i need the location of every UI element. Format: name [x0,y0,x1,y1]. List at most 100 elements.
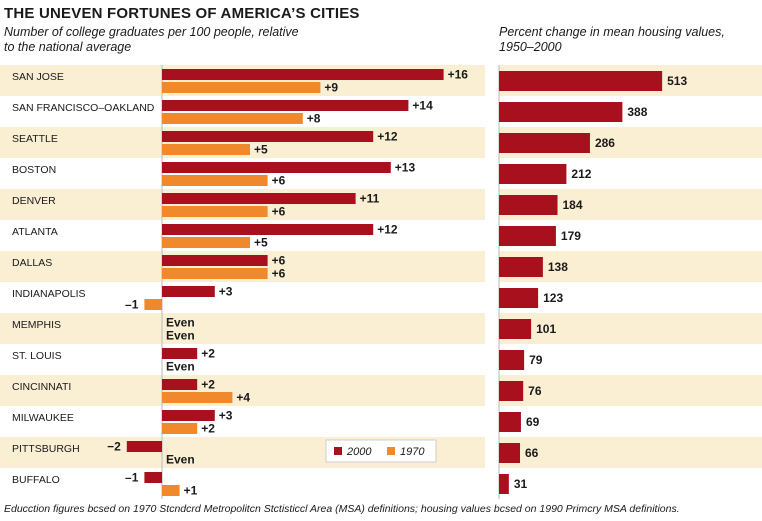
housing-bar [499,164,567,184]
label-1970: Even [166,329,195,343]
bar-1970 [162,175,268,186]
housing-bar [499,257,543,277]
bar-2000 [162,286,215,297]
label-1970: +2 [201,422,215,436]
row-band-right [499,313,762,344]
legend-label-1970: 1970 [400,446,425,458]
bar-2000 [162,131,374,142]
category-label: CINCINNATI [12,381,71,393]
label-1970: +6 [272,205,286,219]
housing-value-label: 101 [536,322,556,336]
label-1970: +1 [184,484,198,498]
row-band-right [499,375,762,406]
bar-2000 [162,193,356,204]
category-label: DENVER [12,195,56,207]
housing-bar [499,412,521,432]
bar-1970 [162,113,303,124]
housing-bar [499,443,520,463]
housing-value-label: 179 [561,229,581,243]
housing-bar [499,350,525,370]
bar-2000 [126,441,162,452]
housing-value-label: 388 [627,105,647,119]
legend-swatch-1970 [387,447,395,455]
bar-1970 [144,299,162,310]
housing-value-label: 66 [525,446,539,460]
housing-bar [499,381,524,401]
chart-title: THE UNEVEN FORTUNES OF AMERICA’S CITIES [4,5,360,22]
bar-1970 [162,144,250,155]
bar-2000 [144,472,162,483]
label-1970: +9 [324,81,338,95]
label-1970: –1 [125,298,139,312]
bar-1970 [162,485,180,496]
bar-2000 [162,69,444,80]
bar-2000 [162,410,215,421]
row-band-right [499,437,762,468]
housing-bar [499,102,623,122]
legend-swatch-2000 [334,447,342,455]
bar-1970 [162,206,268,217]
category-label: DALLAS [12,257,52,269]
bar-1970 [162,237,250,248]
label-2000: +2 [201,378,215,392]
label-2000: Even [166,316,195,330]
housing-value-label: 79 [529,353,543,367]
housing-bar [499,474,509,494]
bar-1970 [162,423,198,434]
label-2000: +3 [219,285,233,299]
category-label: ATLANTA [12,226,58,238]
housing-bar [499,71,663,91]
category-label: ST. LOUIS [12,350,62,362]
category-label: SAN FRANCISCO–OAKLAND [12,102,155,114]
housing-panel-subtitle: Percent change in mean housing values, 1… [499,25,725,54]
housing-bar [499,226,556,246]
category-label: MEMPHIS [12,319,61,331]
bar-2000 [162,379,198,390]
housing-value-label: 184 [563,198,583,212]
bar-2000 [162,100,409,111]
label-2000: +12 [377,130,398,144]
label-1970: +4 [236,391,250,405]
label-1970: +5 [254,143,268,157]
label-1970: +8 [307,112,321,126]
education-panel-subtitle: Number of college graduates per 100 peop… [4,25,299,54]
footnote: Educction figures bcsed on 1970 Stcndcrd… [4,503,680,515]
category-label: PITTSBURGH [12,443,80,455]
label-1970: Even [166,360,195,374]
bar-2000 [162,224,374,235]
bar-1970 [162,268,268,279]
housing-value-label: 76 [528,384,542,398]
label-2000: +16 [448,68,469,82]
housing-value-label: 286 [595,136,615,150]
row-band-left [0,313,485,344]
housing-bar [499,133,590,153]
bar-2000 [162,348,198,359]
label-2000: +2 [201,347,215,361]
category-label: SEATTLE [12,133,58,145]
bar-1970 [162,82,321,93]
housing-value-label: 31 [514,477,528,491]
label-1970: +5 [254,236,268,250]
row-band-left [0,375,485,406]
label-1970: +6 [272,267,286,281]
label-1970: +6 [272,174,286,188]
label-2000: −2 [107,440,121,454]
housing-value-label: 69 [526,415,540,429]
housing-value-label: 513 [667,74,687,88]
bar-2000 [162,162,391,173]
legend-label-2000: 2000 [346,446,372,458]
label-2000: +14 [412,99,433,113]
label-2000: +13 [395,161,416,175]
housing-bar [499,195,558,215]
label-2000: +12 [377,223,398,237]
category-label: BUFFALO [12,474,60,486]
housing-value-label: 123 [543,291,563,305]
label-1970: Even [166,453,195,467]
housing-bar [499,288,539,308]
category-label: MILWAUKEE [12,412,74,424]
label-2000: +3 [219,409,233,423]
label-2000: –1 [125,471,139,485]
label-2000: +11 [360,192,380,206]
category-label: INDIANAPOLIS [12,288,86,300]
